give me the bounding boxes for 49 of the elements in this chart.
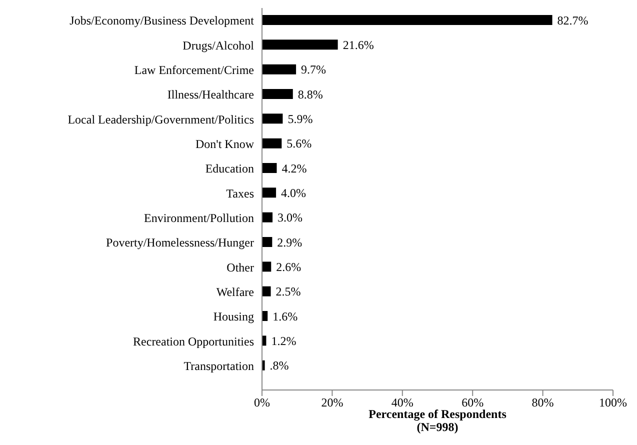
data-label: 3.0% [278,210,303,225]
x-tick-label: 100% [599,396,627,410]
y-tick-label: Housing [213,310,254,324]
y-tick-label: Environment/Pollution [144,210,254,225]
x-tick-label: 0% [254,396,270,410]
y-tick-label: Welfare [216,284,254,299]
bar [262,114,283,124]
bar [262,212,273,222]
data-label: 2.5% [276,284,301,299]
y-tick-label: Law Enforcement/Crime [134,62,254,77]
y-tick-label: Poverty/Homelessness/Hunger [106,236,254,250]
bar [262,40,338,50]
bar [262,237,272,247]
data-label: 5.9% [288,112,313,126]
y-tick-label: Transportation [184,358,254,373]
bar [262,15,552,25]
data-label: 5.6% [286,136,312,151]
x-tick-label: 40% [391,396,414,410]
data-label: 1.6% [272,309,298,324]
data-label: 9.7% [301,62,326,77]
x-tick-label: 80% [532,396,554,410]
data-label: 82.7% [557,13,588,28]
data-label: .8% [270,358,289,373]
data-label: 2.6% [276,260,302,274]
y-tick-label: Local Leadership/Government/Politics [68,112,254,126]
y-tick-label: Other [226,260,254,274]
bar [262,163,277,173]
y-tick-label: Recreation Opportunities [133,334,254,348]
bar [262,262,272,272]
y-tick-label: Illness/Healthcare [167,88,254,102]
y-tick-label: Don't Know [196,136,254,151]
data-label: 1.2% [271,334,296,348]
data-label: 2.9% [277,235,302,250]
y-tick-label: Education [205,162,254,176]
y-tick-label: Drugs/Alcohol [182,38,255,52]
data-label: 4.2% [282,161,307,176]
bar [262,286,271,296]
bar [262,64,296,74]
bar [262,188,276,198]
x-tick-label: 60% [462,396,484,410]
data-label: 8.8% [298,87,323,102]
bar [262,138,282,148]
x-tick-label: 20% [321,396,344,410]
x-axis-title: Percentage of Respondents (N=998) [368,407,507,434]
y-tick-label: Jobs/Economy/Business Development [70,14,255,28]
y-tick-label: Taxes [226,186,254,200]
bar [262,89,293,99]
data-label: 21.6% [342,38,374,52]
data-label: 4.0% [281,186,306,200]
